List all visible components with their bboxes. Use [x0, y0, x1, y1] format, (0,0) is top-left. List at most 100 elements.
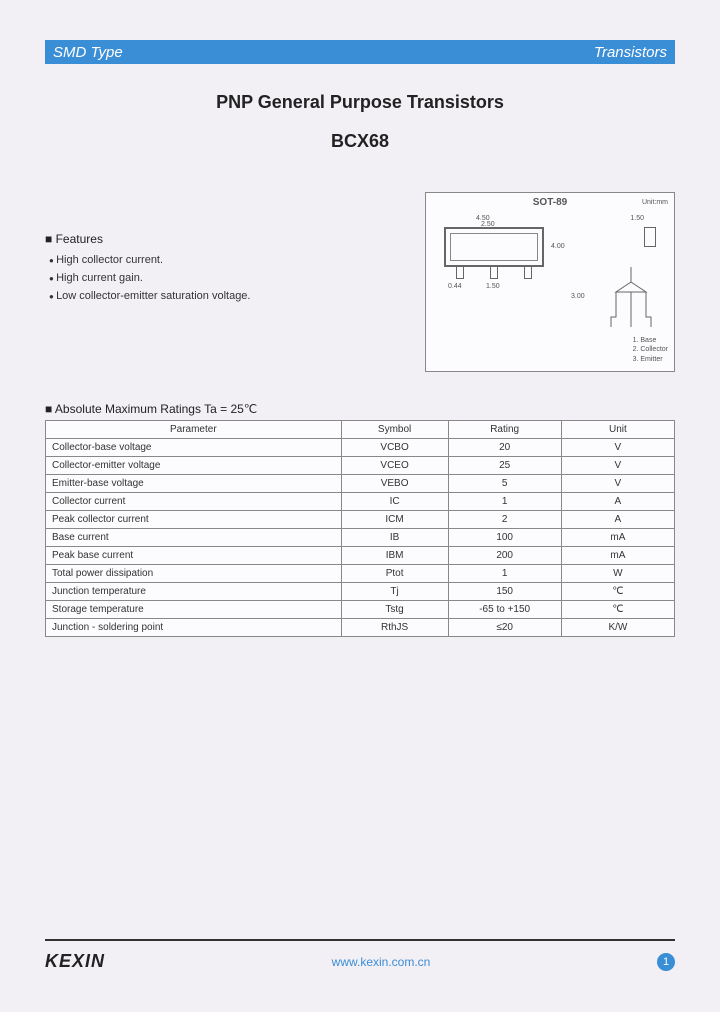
cell-rating: 1	[448, 493, 561, 511]
leg	[456, 267, 464, 279]
package-legs	[444, 267, 544, 279]
cell-param: Base current	[46, 529, 342, 547]
table-row: Storage temperatureTstg-65 to +150℃	[46, 601, 675, 619]
pin-labels: 1. Base 2. Collector 3. Emitter	[633, 336, 668, 365]
cell-symbol: Tj	[341, 583, 448, 601]
cell-unit: A	[561, 511, 674, 529]
cell-param: Junction - soldering point	[46, 619, 342, 637]
cell-symbol: IB	[341, 529, 448, 547]
leg	[490, 267, 498, 279]
table-row: Peak collector currentICM2A	[46, 511, 675, 529]
table-row: Collector-base voltageVCBO20V	[46, 439, 675, 457]
cell-symbol: VEBO	[341, 475, 448, 493]
table-row: Junction temperatureTj150℃	[46, 583, 675, 601]
table-row: Base currentIB100mA	[46, 529, 675, 547]
table-row: Peak base currentIBM200mA	[46, 547, 675, 565]
dim-lead: 0.44	[448, 283, 462, 290]
dim-w2: 2.50	[481, 221, 495, 228]
cell-unit: mA	[561, 547, 674, 565]
cell-symbol: RthJS	[341, 619, 448, 637]
pin-label: 1. Base	[633, 336, 668, 346]
cell-param: Storage temperature	[46, 601, 342, 619]
cell-rating: 100	[448, 529, 561, 547]
feature-item: Low collector-emitter saturation voltage…	[45, 290, 251, 302]
cell-rating: 5	[448, 475, 561, 493]
dim-h1: 4.00	[551, 243, 565, 250]
dim-dia: 3.00	[571, 293, 585, 300]
cell-unit: V	[561, 475, 674, 493]
feature-item: High collector current.	[45, 254, 251, 266]
features-block: Features High collector current. High cu…	[45, 192, 251, 308]
cell-param: Total power dissipation	[46, 565, 342, 583]
features-title: Features	[45, 232, 251, 246]
header-left: SMD Type	[53, 44, 123, 61]
cell-unit: ℃	[561, 583, 674, 601]
col-parameter: Parameter	[46, 421, 342, 439]
table-row: Emitter-base voltageVEBO5V	[46, 475, 675, 493]
cell-symbol: ICM	[341, 511, 448, 529]
cell-rating: 25	[448, 457, 561, 475]
cell-symbol: IC	[341, 493, 448, 511]
logo: KEXIN	[45, 951, 105, 972]
package-top-view	[444, 227, 544, 267]
cell-param: Emitter-base voltage	[46, 475, 342, 493]
package-title: SOT-89	[533, 197, 567, 208]
cell-rating: 2	[448, 511, 561, 529]
cell-param: Collector current	[46, 493, 342, 511]
ratings-title: Absolute Maximum Ratings Ta = 25℃	[45, 402, 675, 416]
page-number: 1	[657, 953, 675, 971]
cell-symbol: VCEO	[341, 457, 448, 475]
col-rating: Rating	[448, 421, 561, 439]
cell-unit: ℃	[561, 601, 674, 619]
package-diagram: SOT-89 Unit:mm 4.50 2.50 1.50 0.44 1.50 …	[425, 192, 675, 372]
cell-symbol: Tstg	[341, 601, 448, 619]
cell-param: Peak base current	[46, 547, 342, 565]
cell-symbol: Ptot	[341, 565, 448, 583]
cell-rating: 20	[448, 439, 561, 457]
table-row: Total power dissipationPtot1W	[46, 565, 675, 583]
table-header-row: Parameter Symbol Rating Unit	[46, 421, 675, 439]
cell-rating: ≤20	[448, 619, 561, 637]
dim-w3: 1.50	[630, 215, 644, 222]
feature-item: High current gain.	[45, 272, 251, 284]
part-number: BCX68	[45, 131, 675, 152]
mid-section: Features High collector current. High cu…	[45, 192, 675, 372]
table-row: Collector currentIC1A	[46, 493, 675, 511]
table-row: Collector-emitter voltageVCEO25V	[46, 457, 675, 475]
pin-label: 2. Collector	[633, 345, 668, 355]
cell-param: Collector-base voltage	[46, 439, 342, 457]
cell-rating: -65 to +150	[448, 601, 561, 619]
cell-unit: mA	[561, 529, 674, 547]
header-bar: SMD Type Transistors	[45, 40, 675, 64]
footer-line	[45, 939, 675, 941]
cell-symbol: VCBO	[341, 439, 448, 457]
cell-rating: 150	[448, 583, 561, 601]
side-body	[606, 267, 656, 327]
table-row: Junction - soldering pointRthJS≤20K/W	[46, 619, 675, 637]
cell-unit: V	[561, 457, 674, 475]
main-title: PNP General Purpose Transistors	[45, 92, 675, 113]
table-body: Collector-base voltageVCBO20VCollector-e…	[46, 439, 675, 637]
cell-param: Collector-emitter voltage	[46, 457, 342, 475]
footer-row: KEXIN www.kexin.com.cn 1	[45, 951, 675, 972]
pin-label: 3. Emitter	[633, 355, 668, 365]
col-symbol: Symbol	[341, 421, 448, 439]
footer-url: www.kexin.com.cn	[332, 955, 431, 969]
leg	[524, 267, 532, 279]
side-top	[644, 227, 656, 247]
cell-rating: 1	[448, 565, 561, 583]
cell-rating: 200	[448, 547, 561, 565]
cell-unit: V	[561, 439, 674, 457]
dim-pitch: 1.50	[486, 283, 500, 290]
footer: KEXIN www.kexin.com.cn 1	[45, 939, 675, 972]
cell-unit: A	[561, 493, 674, 511]
cell-param: Junction temperature	[46, 583, 342, 601]
cell-unit: K/W	[561, 619, 674, 637]
package-side-view	[606, 227, 656, 347]
col-unit: Unit	[561, 421, 674, 439]
transistor-icon	[606, 267, 656, 337]
package-top-inner	[450, 233, 538, 261]
package-unit: Unit:mm	[642, 199, 668, 206]
cell-param: Peak collector current	[46, 511, 342, 529]
cell-unit: W	[561, 565, 674, 583]
